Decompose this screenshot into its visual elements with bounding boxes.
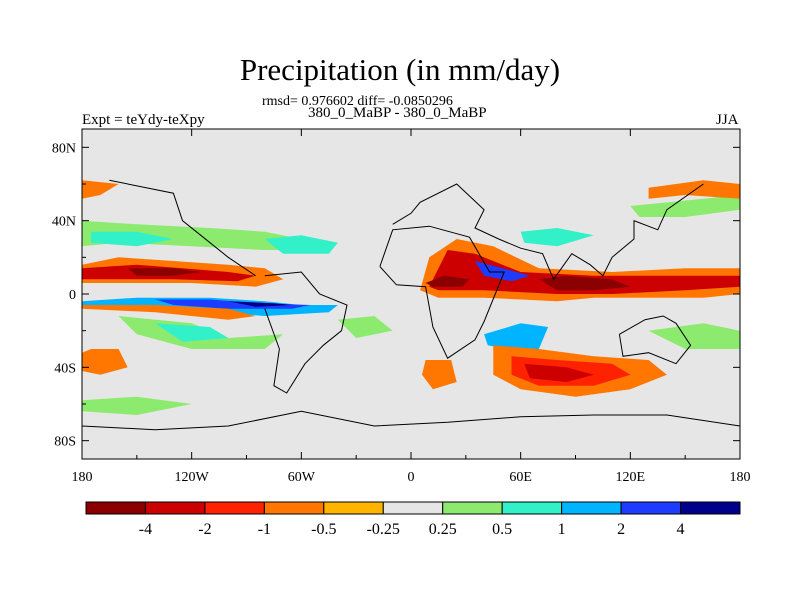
experiment-label: Expt = teYdy-teXpy: [82, 112, 205, 128]
region-pacific-west-green: [648, 323, 740, 349]
field-layer: [82, 180, 740, 415]
colorbar-swatch: [680, 501, 741, 515]
colorbar-swatch: [620, 501, 682, 515]
region-s-pacific-red-outer: [82, 305, 256, 320]
x-tick-label: 120W: [175, 470, 210, 485]
x-tick-label: 120E: [616, 470, 646, 485]
coastline-europe-asia: [392, 183, 704, 281]
y-tick-label: 80S: [54, 435, 76, 450]
region-n-pacific-itcz-core: [127, 268, 201, 276]
coastline-south-america: [264, 271, 348, 394]
region-s-atlantic-red: [422, 360, 457, 390]
region-n-east-red-band: [648, 180, 740, 199]
coastline-layer: [82, 179, 740, 431]
colorbar-label: 1: [558, 521, 566, 538]
colorbar-swatch: [442, 501, 503, 515]
colorbar-swatch: [382, 501, 444, 515]
x-tick-label: 60W: [288, 470, 316, 485]
region-s-pacific-cyan: [155, 323, 229, 342]
colorbar-swatch: [561, 501, 622, 515]
region-s-atl-green: [337, 316, 393, 338]
stats-line: rmsd= 0.976602 diff= -0.0850296: [262, 94, 453, 109]
coastline-north-america: [109, 179, 256, 277]
colorbar-swatch: [501, 501, 563, 515]
colorbar-label: -2: [198, 521, 211, 538]
region-indian-ocean-core: [538, 275, 631, 291]
colorbar-label: -0.5: [311, 521, 336, 538]
region-pacific-eq-blue-deep: [228, 301, 293, 307]
season-label: JJA: [716, 112, 739, 128]
colorbar-label: 2: [617, 521, 625, 538]
colorbar: -4 -2 -1 -0.5 -0.25 0.25 0.5 1 2 4: [85, 501, 741, 538]
colorbar-label: -4: [139, 521, 152, 538]
x-tick-label: 180: [730, 470, 751, 485]
colorbar-swatch: [144, 501, 206, 515]
region-n-pacific-cyan: [91, 231, 174, 247]
coastline-antarctica: [82, 410, 740, 431]
colorbar-label: 4: [677, 521, 685, 538]
colorbar-swatch: [263, 501, 325, 515]
y-tick-label: 40S: [54, 361, 76, 376]
y-tick-label: 80N: [52, 141, 76, 156]
colorbar-label: 0.25: [429, 521, 457, 538]
y-tick-label: 0: [69, 288, 76, 303]
axes-layer: 180 120W 60W 0 60E 120E 180 80N 40N 0 40S 80S: [52, 129, 751, 485]
region-pacific-eq-blue-core: [155, 299, 311, 309]
chart-subtitle: 380_0_MaBP - 380_0_MaBP: [308, 105, 487, 121]
colorbar-label: -0.25: [367, 521, 400, 538]
colorbar-swatch: [204, 501, 265, 515]
colorbar-swatch: [85, 501, 146, 515]
y-tick-label: 40N: [52, 215, 76, 230]
region-africa-west-core: [425, 275, 470, 287]
x-tick-label: 0: [408, 470, 415, 485]
coastline-australia: [618, 315, 692, 365]
region-africa-asia-band-mid: [429, 250, 740, 294]
chart-title: Precipitation (in mm/day): [239, 52, 561, 87]
region-n-high-red: [82, 180, 119, 199]
region-s-high-green: [82, 396, 192, 415]
region-n-high-green: [630, 195, 740, 217]
coastline-africa: [379, 225, 505, 359]
region-indian-s-blue: [484, 323, 549, 349]
region-n-atlantic-cyan: [264, 235, 338, 254]
x-tick-label: 180: [72, 470, 93, 485]
colorbar-swatch: [323, 501, 384, 515]
x-tick-label: 60E: [509, 470, 532, 485]
colorbar-label: -1: [258, 521, 271, 538]
region-s-indian-red-core: [524, 363, 594, 382]
region-arabian-blue: [475, 261, 530, 282]
colorbar-label: 0.5: [492, 521, 512, 538]
region-sw-red: [82, 349, 128, 375]
region-asia-cyan: [520, 228, 594, 247]
